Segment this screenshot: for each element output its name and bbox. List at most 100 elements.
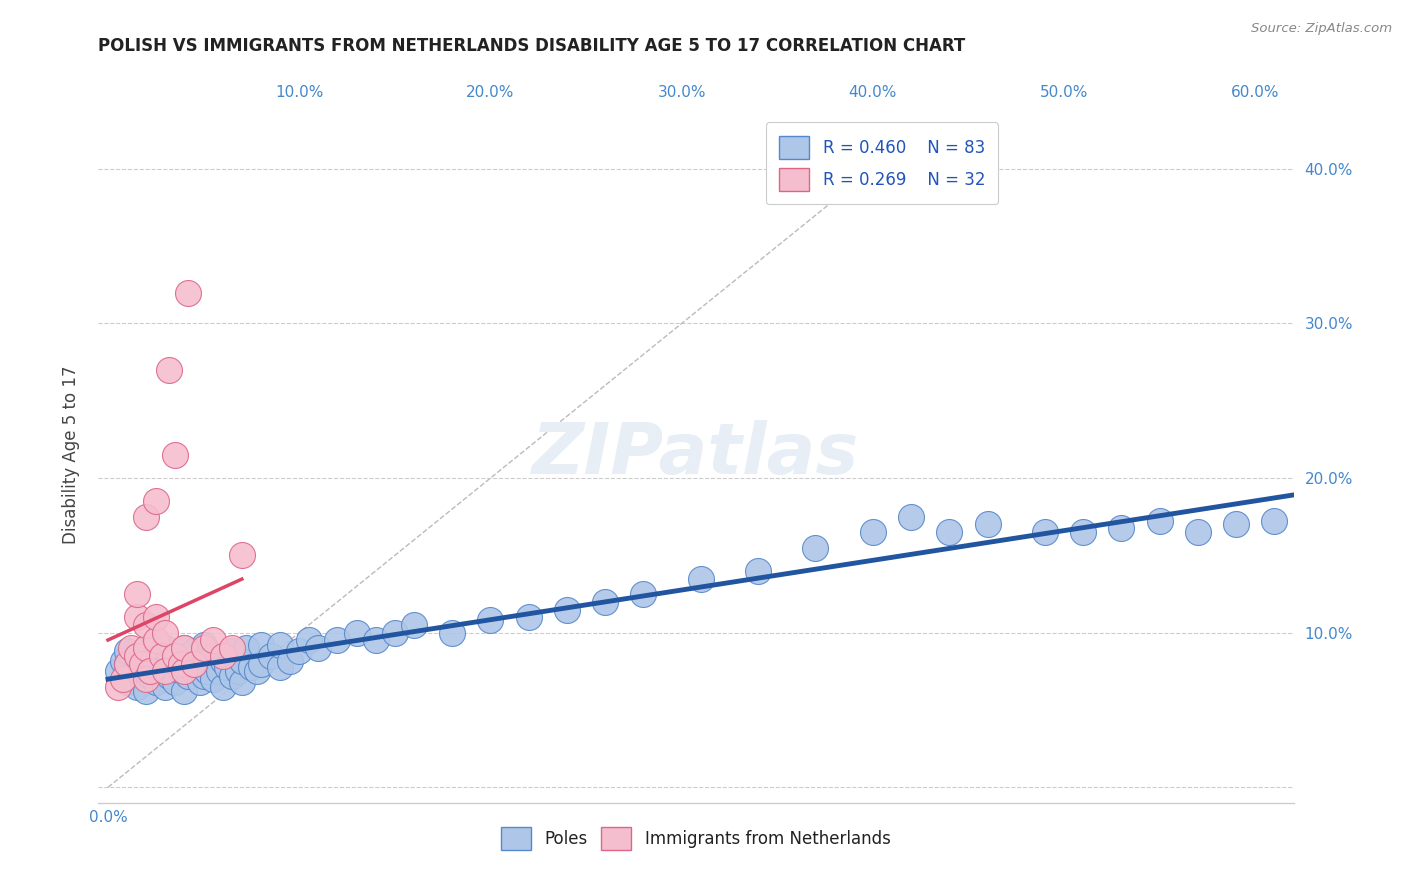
Point <box>131 657 153 671</box>
Point <box>145 610 167 624</box>
Point <box>115 657 138 671</box>
Point <box>1033 525 1056 540</box>
Point <box>150 648 173 663</box>
Point <box>139 669 162 683</box>
Point <box>402 618 425 632</box>
Point <box>125 680 148 694</box>
Point <box>135 618 157 632</box>
Point <box>173 684 195 698</box>
Point <box>1149 515 1171 529</box>
Point <box>155 625 177 640</box>
Point <box>211 648 233 663</box>
Point <box>278 654 301 668</box>
Point <box>183 644 205 658</box>
Point <box>384 625 406 640</box>
Point <box>1071 525 1094 540</box>
Point <box>155 680 177 694</box>
Point <box>240 659 263 673</box>
Point <box>231 654 253 668</box>
Point <box>364 633 387 648</box>
Point <box>163 448 186 462</box>
Point <box>259 648 281 663</box>
Point <box>246 665 269 679</box>
Point <box>125 648 148 663</box>
Point <box>173 641 195 656</box>
Point <box>193 669 215 683</box>
Point <box>135 644 157 658</box>
Point <box>135 641 157 656</box>
Point <box>145 494 167 508</box>
Point <box>1263 515 1285 529</box>
Point <box>135 665 157 679</box>
Point <box>226 665 249 679</box>
Point <box>211 654 233 668</box>
Point <box>804 541 827 555</box>
Point <box>135 509 157 524</box>
Point <box>145 633 167 648</box>
Point <box>479 613 502 627</box>
Point <box>177 669 200 683</box>
Point <box>150 665 173 679</box>
Point <box>163 648 186 663</box>
Point <box>202 633 225 648</box>
Point <box>115 644 138 658</box>
Point <box>157 669 180 683</box>
Point <box>163 654 186 668</box>
Point <box>215 659 238 673</box>
Point <box>517 610 540 624</box>
Point <box>208 665 231 679</box>
Point <box>177 285 200 300</box>
Point <box>120 669 142 683</box>
Point <box>900 509 922 524</box>
Point <box>250 638 273 652</box>
Point <box>307 641 329 656</box>
Point <box>135 672 157 686</box>
Point <box>231 549 253 563</box>
Point <box>112 672 135 686</box>
Point <box>188 675 211 690</box>
Point <box>115 675 138 690</box>
Point <box>202 672 225 686</box>
Point <box>193 657 215 671</box>
Point <box>163 675 186 690</box>
Point <box>107 665 129 679</box>
Point <box>155 659 177 673</box>
Point <box>269 638 291 652</box>
Point <box>173 641 195 656</box>
Point <box>221 641 243 656</box>
Point <box>288 644 311 658</box>
Point <box>193 641 215 656</box>
Text: ZIPatlas: ZIPatlas <box>533 420 859 490</box>
Point <box>173 659 195 673</box>
Point <box>346 625 368 640</box>
Point <box>193 638 215 652</box>
Point <box>107 680 129 694</box>
Point <box>112 654 135 668</box>
Point <box>120 641 142 656</box>
Point <box>131 659 153 673</box>
Point <box>145 675 167 690</box>
Point <box>169 657 191 671</box>
Text: Source: ZipAtlas.com: Source: ZipAtlas.com <box>1251 22 1392 36</box>
Point <box>555 602 578 616</box>
Point <box>115 657 138 671</box>
Legend: Poles, Immigrants from Netherlands: Poles, Immigrants from Netherlands <box>495 820 897 857</box>
Point <box>139 665 162 679</box>
Point <box>173 665 195 679</box>
Text: POLISH VS IMMIGRANTS FROM NETHERLANDS DISABILITY AGE 5 TO 17 CORRELATION CHART: POLISH VS IMMIGRANTS FROM NETHERLANDS DI… <box>98 37 966 55</box>
Point <box>125 587 148 601</box>
Point <box>155 665 177 679</box>
Point <box>441 625 464 640</box>
Point <box>1111 520 1133 534</box>
Point <box>689 572 711 586</box>
Point <box>250 657 273 671</box>
Point <box>235 641 257 656</box>
Y-axis label: Disability Age 5 to 17: Disability Age 5 to 17 <box>62 366 80 544</box>
Point <box>938 525 960 540</box>
Point <box>169 665 191 679</box>
Point <box>326 633 349 648</box>
Point <box>1187 525 1209 540</box>
Point <box>269 659 291 673</box>
Point <box>145 638 167 652</box>
Point <box>221 644 243 658</box>
